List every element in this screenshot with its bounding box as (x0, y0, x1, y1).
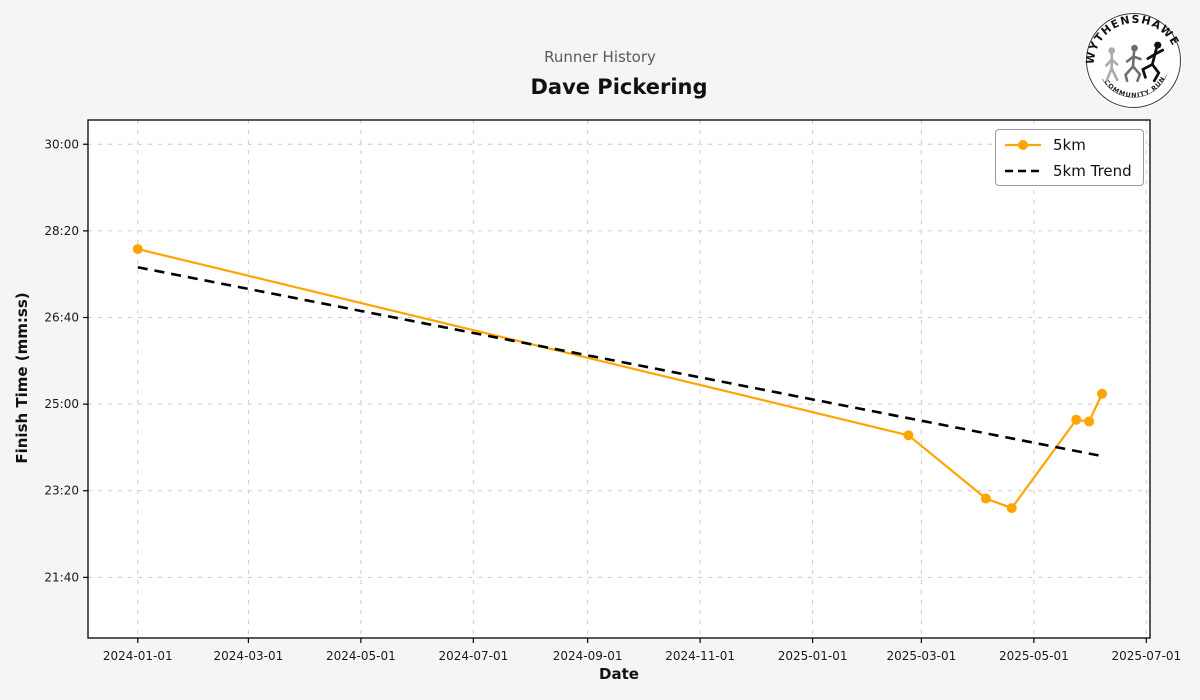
logo-bottom-arc-path (1102, 74, 1167, 98)
x-tick-label: 2024-05-01 (326, 649, 396, 663)
x-tick-label: 2025-05-01 (999, 649, 1069, 663)
data-point-5km (1006, 503, 1017, 514)
legend-swatch-5km-trend (1005, 169, 1041, 172)
y-tick-label: 26:40 (44, 310, 79, 324)
plot-background (88, 120, 1150, 638)
data-point-5km (903, 430, 914, 441)
community-run-logo: WYTHENSHAWE COMMUNITY RUN (1084, 11, 1183, 110)
x-tick-label: 2025-03-01 (887, 649, 957, 663)
y-tick-label: 23:20 (44, 484, 79, 498)
legend-item-5km-trend: 5km Trend (1002, 159, 1137, 183)
x-tick-label: 2025-01-01 (778, 649, 848, 663)
runner-figure-mid (1124, 44, 1142, 83)
data-point-5km (980, 493, 991, 504)
data-point-5km (132, 244, 143, 255)
legend-label-5km-trend: 5km Trend (1053, 161, 1132, 180)
data-point-5km (1084, 416, 1095, 427)
y-tick-label: 30:00 (44, 137, 79, 151)
x-tick-label: 2024-11-01 (665, 649, 735, 663)
legend-marker-5km (1018, 139, 1028, 150)
chart-subtitle: Runner History (544, 48, 656, 66)
y-tick-label: 28:20 (44, 224, 79, 238)
legend-swatch-5km (1005, 139, 1041, 150)
axes-spines (87, 119, 1151, 639)
x-tick-label: 2024-09-01 (553, 649, 623, 663)
runner-figure-dark (1141, 41, 1165, 83)
legend: 5km 5km Trend (995, 129, 1144, 186)
legend-item-5km: 5km (1002, 133, 1137, 157)
x-tick-label: 2024-03-01 (214, 649, 284, 663)
series-line-5km-trend (137, 265, 1103, 458)
logo-outer-ring (1085, 12, 1182, 109)
x-tick-label: 2025-07-01 (1111, 649, 1181, 663)
x-tick-label: 2024-01-01 (103, 649, 173, 663)
chart-title: Dave Pickering (530, 75, 708, 99)
x-tick-label: 2024-07-01 (438, 649, 508, 663)
data-point-5km (1097, 388, 1108, 399)
runner-figure-light (1104, 47, 1119, 82)
logo-badge: WYTHENSHAWE COMMUNITY RUN (1084, 11, 1183, 110)
y-tick-label: 25:00 (44, 397, 79, 411)
data-point-5km (1071, 414, 1082, 425)
y-axis-label: Finish Time (mm:ss) (13, 292, 31, 464)
x-axis-label: Date (599, 665, 639, 683)
legend-label-5km: 5km (1053, 135, 1086, 154)
y-tick-label: 21:40 (44, 570, 79, 584)
